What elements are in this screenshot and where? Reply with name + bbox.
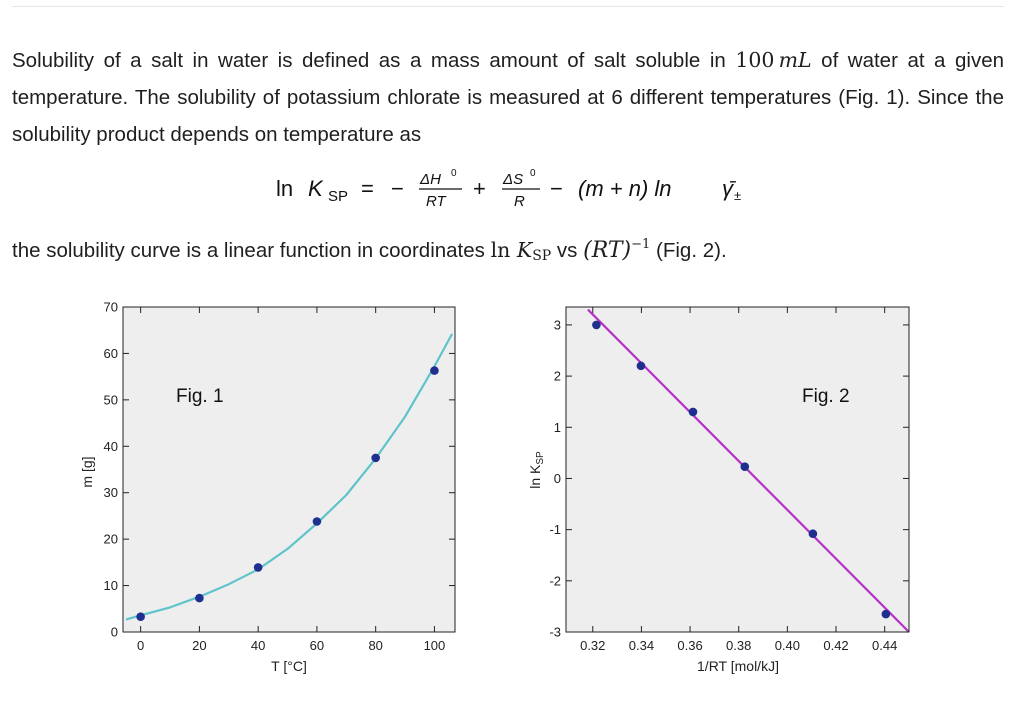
eq-k: K bbox=[308, 176, 324, 201]
eq-frac1-den: RT bbox=[426, 193, 448, 210]
fig1-annotation: Fig. 1 bbox=[176, 386, 224, 407]
x-tick-label: 80 bbox=[368, 638, 382, 653]
second-k: K bbox=[516, 238, 533, 262]
fig2-chart: 0.32 0.34 0.36 0.38 0.40 0.42 0.44 -3 -2 -1 0 1 2 3 Fi… bbox=[527, 306, 910, 674]
volume-value: 100 bbox=[735, 48, 775, 72]
second-rt: (RT) bbox=[583, 238, 632, 263]
data-point bbox=[881, 609, 891, 619]
x-tick-label: 0 bbox=[137, 638, 144, 653]
fig1-ylabel: m [g] bbox=[79, 456, 95, 487]
y-tick-label: 20 bbox=[104, 532, 118, 547]
y-tick-label: 10 bbox=[104, 578, 118, 593]
fig2-xlabel: 1/RT [mol/kJ] bbox=[697, 658, 779, 674]
x-tick-label: 20 bbox=[192, 638, 206, 653]
intro-text-b: of water at a given temperature. The sol… bbox=[12, 49, 1004, 146]
y-tick-label: 60 bbox=[104, 346, 118, 361]
y-tick-label: 30 bbox=[104, 485, 118, 500]
eq-frac2-den: R bbox=[514, 193, 525, 210]
x-tick-label: 60 bbox=[310, 638, 324, 653]
volume-unit-l: L bbox=[798, 48, 812, 72]
y-tick-label: 50 bbox=[104, 392, 118, 407]
plot-frame bbox=[122, 306, 456, 633]
plot-background bbox=[123, 307, 455, 632]
x-tick-label: 0.34 bbox=[629, 638, 654, 653]
eq-frac1-num: ΔH bbox=[419, 171, 441, 188]
second-k-sub: SP bbox=[532, 248, 552, 264]
data-point bbox=[371, 453, 380, 463]
y-tick-label: -2 bbox=[549, 573, 561, 588]
x-tick-label: 0.42 bbox=[823, 638, 848, 653]
y-tick-label: 0 bbox=[554, 471, 561, 486]
data-point bbox=[808, 529, 818, 539]
second-rt-exp: −1 bbox=[631, 237, 651, 252]
eq-term3: (m + n) ln bbox=[578, 176, 672, 201]
eq-frac2-num: ΔS bbox=[502, 171, 523, 188]
fig2-ylabel: ln KSP bbox=[527, 451, 546, 489]
solubility-equation: ln K SP = − ΔH 0 RT + ΔS 0 R − (m + n) l… bbox=[276, 168, 741, 210]
x-tick-label: 0.38 bbox=[726, 638, 751, 653]
fig1-chart: 0 20 40 60 80 100 0 10 20 30 40 50 60 70 Fig. 1 T [°C] m… bbox=[79, 300, 456, 674]
data-point bbox=[636, 361, 646, 371]
y-tick-label: -3 bbox=[549, 625, 561, 640]
eq-equals: = bbox=[361, 176, 374, 201]
top-divider bbox=[12, 6, 1004, 7]
data-point bbox=[430, 366, 439, 375]
second-paragraph: the solubility curve is a linear functio… bbox=[12, 226, 1004, 275]
data-point bbox=[592, 320, 601, 330]
data-point bbox=[195, 593, 204, 603]
y-tick-label: 70 bbox=[104, 300, 118, 315]
eq-k-sub: SP bbox=[328, 188, 348, 205]
eq-minus: − bbox=[391, 176, 404, 201]
eq-ln: ln bbox=[276, 176, 293, 201]
eq-plus: + bbox=[473, 176, 486, 201]
y-tick-label: 1 bbox=[554, 420, 561, 435]
eq-minus-2: − bbox=[550, 176, 563, 201]
fig2-annotation: Fig. 2 bbox=[802, 386, 850, 407]
y-tick-label: -1 bbox=[549, 522, 561, 537]
volume-unit-m: m bbox=[778, 48, 799, 72]
eq-frac1-num-sup: 0 bbox=[451, 168, 457, 179]
plot-background bbox=[566, 307, 909, 632]
x-tick-label: 0.32 bbox=[580, 638, 605, 653]
x-tick-label: 0.40 bbox=[775, 638, 800, 653]
fit-curve bbox=[125, 333, 454, 621]
data-point bbox=[136, 612, 145, 621]
x-tick-label: 0.36 bbox=[677, 638, 702, 653]
eq-frac2-num-sup: 0 bbox=[530, 168, 536, 179]
x-tick-label: 0.44 bbox=[872, 638, 897, 653]
fig1-xlabel: T [°C] bbox=[271, 658, 307, 674]
data-point bbox=[688, 407, 698, 417]
y-tick-label: 3 bbox=[554, 317, 561, 332]
second-text-b: (Fig. 2). bbox=[650, 239, 727, 262]
intro-text-a: Solubility of a salt in water is defined… bbox=[12, 49, 736, 72]
eq-gamma-sub: ± bbox=[734, 188, 741, 203]
x-tick-label: 40 bbox=[251, 638, 265, 653]
intro-paragraph: Solubility of a salt in water is defined… bbox=[12, 42, 1004, 153]
plot-frame bbox=[565, 306, 910, 633]
second-text-a: the solubility curve is a linear functio… bbox=[12, 239, 491, 262]
y-tick-label: 2 bbox=[554, 369, 561, 384]
data-point bbox=[312, 517, 322, 526]
second-ln: ln bbox=[490, 238, 517, 262]
data-point bbox=[253, 563, 263, 572]
second-vs: vs bbox=[551, 239, 584, 262]
fig2-ylabel-sub: SP bbox=[535, 451, 546, 465]
y-tick-label: 0 bbox=[111, 625, 118, 640]
data-point bbox=[740, 462, 750, 471]
y-tick-label: 40 bbox=[104, 439, 118, 454]
x-tick-label: 100 bbox=[424, 638, 446, 653]
